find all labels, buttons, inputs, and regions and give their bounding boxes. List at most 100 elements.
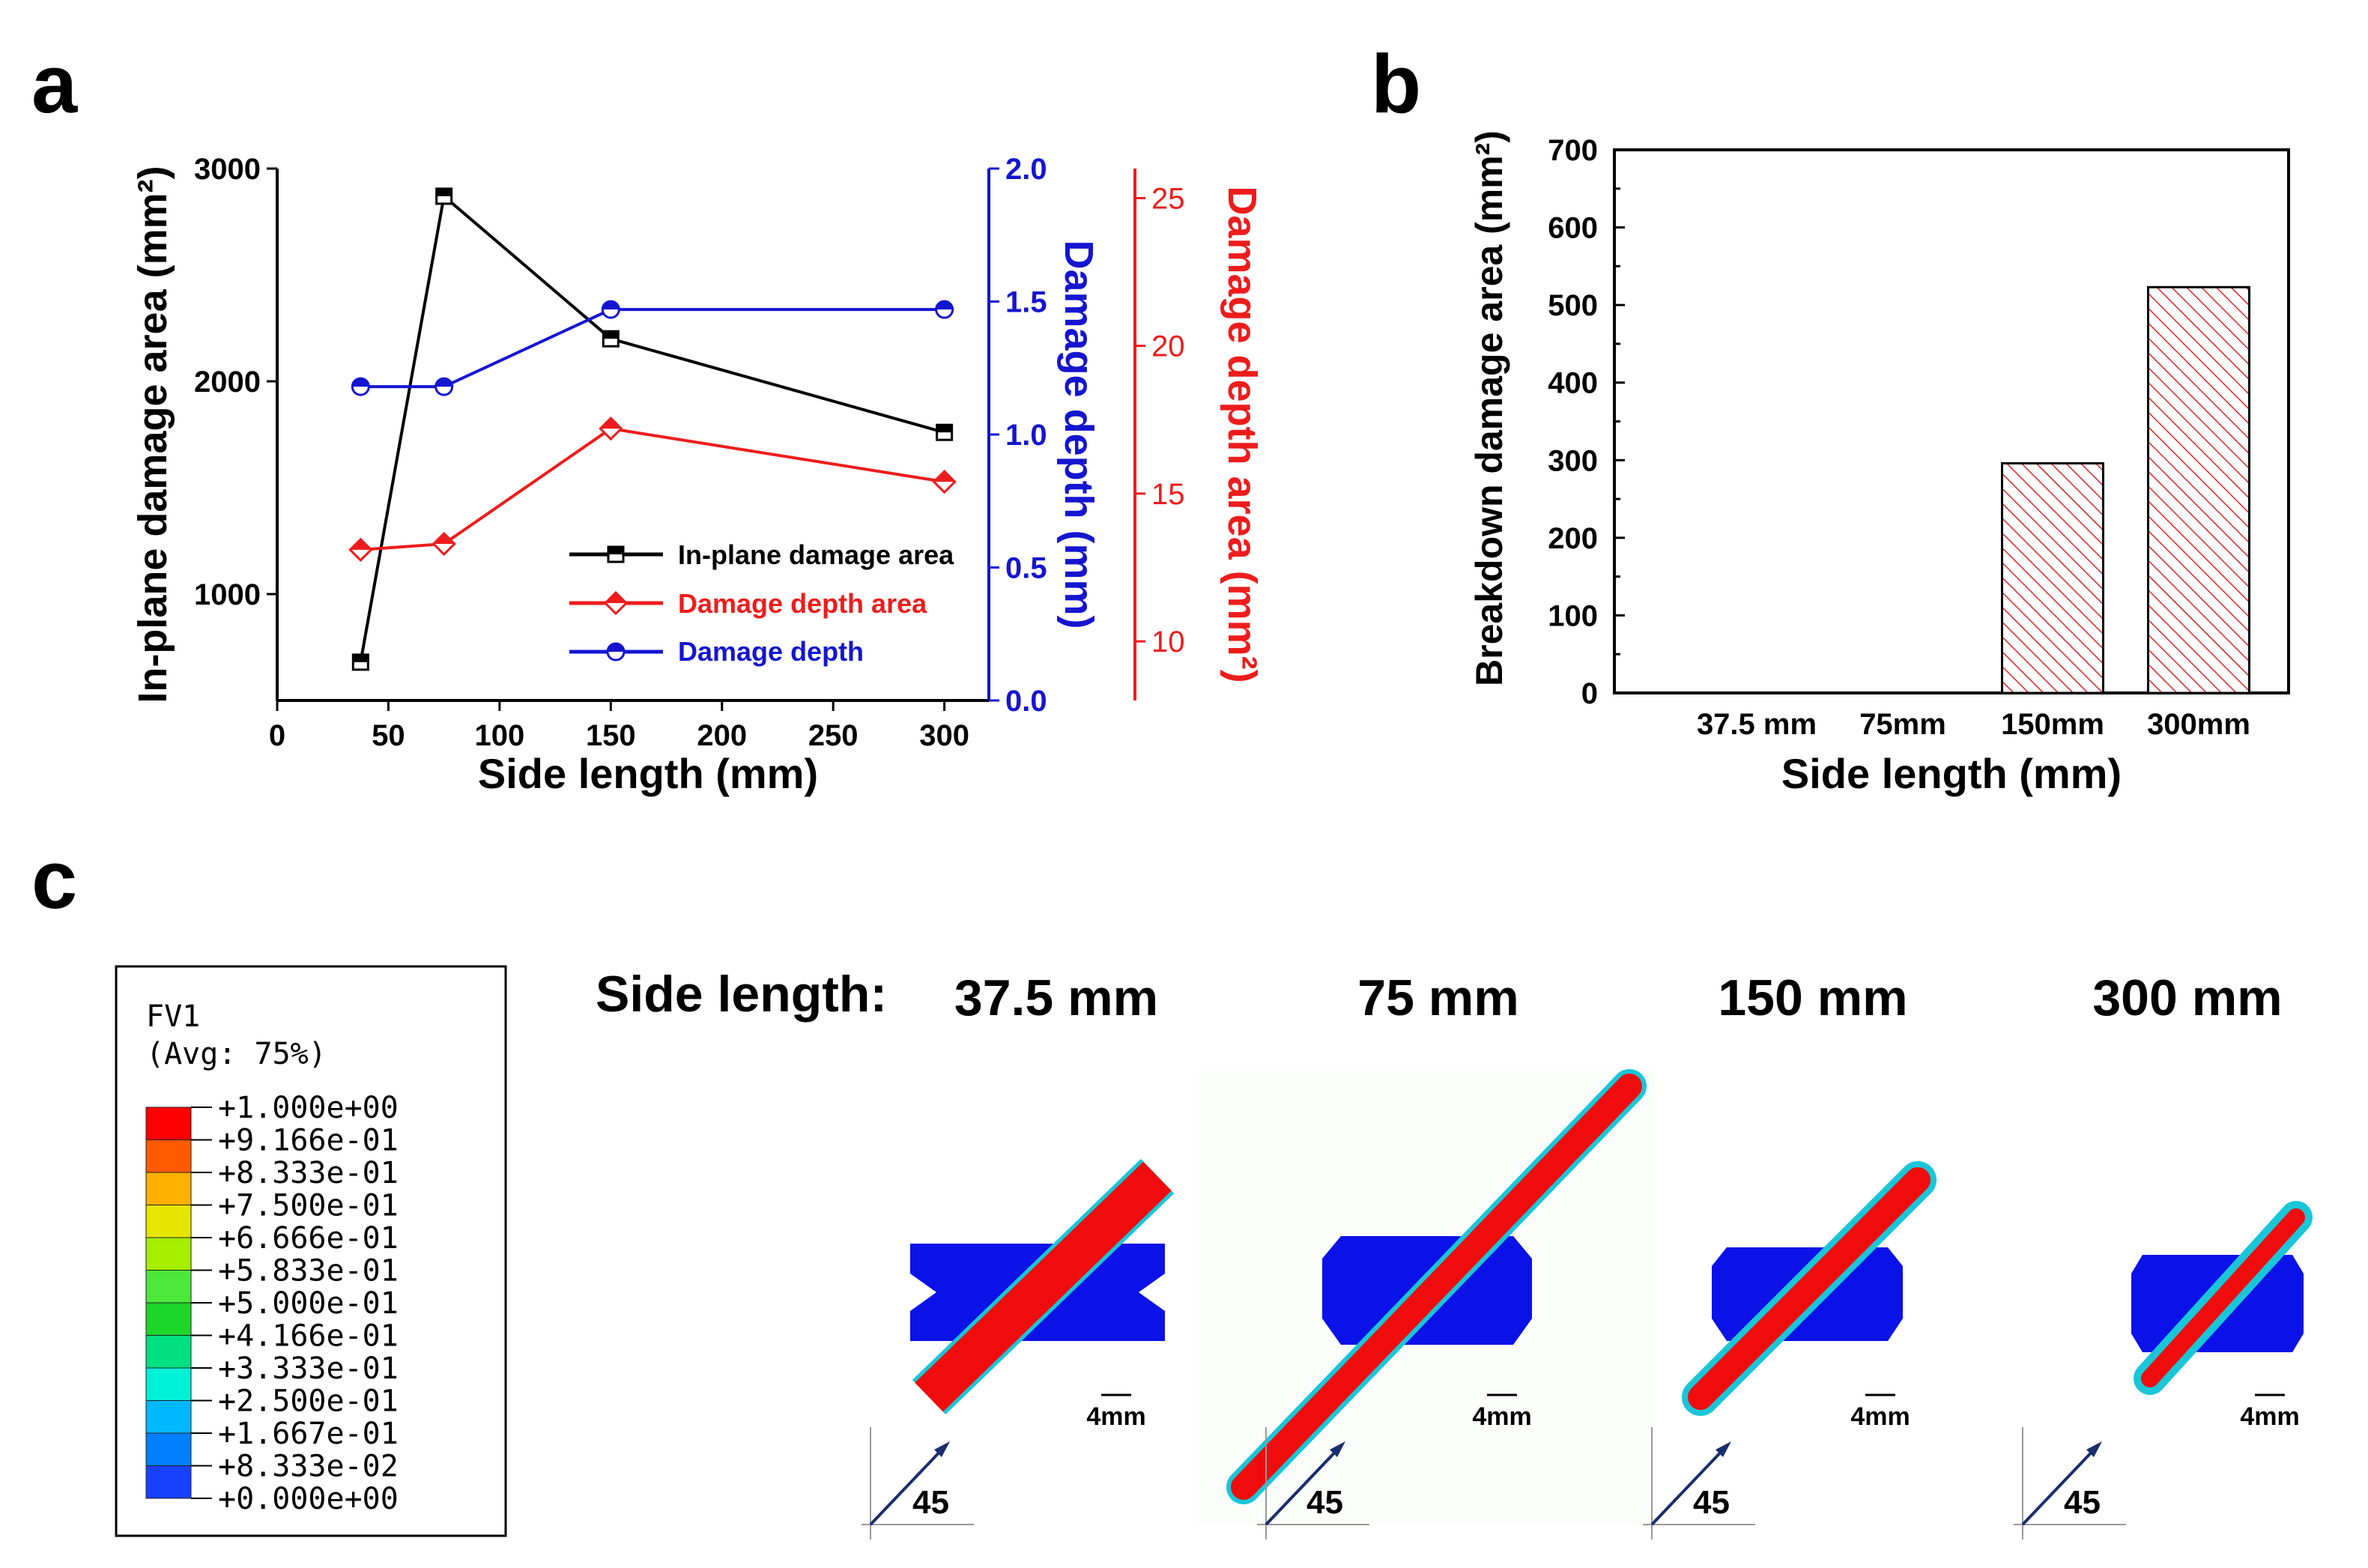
a-yr2-tick-label-2: 20: [1151, 330, 1185, 363]
a-yr2-tick-label-3: 25: [1151, 182, 1185, 215]
b-y-tick-label-3: 300: [1548, 444, 1598, 477]
a-x-ticks: 0 50 100 150 200 250 300: [269, 700, 969, 752]
c-legend-swatch-1: [145, 1139, 192, 1173]
panel-label-b: b: [1371, 38, 1421, 130]
a-point-depth-1-fill: [435, 378, 452, 387]
c-legend-swatch-5: [145, 1270, 192, 1304]
a-yr1-tick-label-0: 0.0: [1005, 685, 1047, 718]
a-yl-tick-label-1: 2000: [194, 366, 261, 399]
b-y-tick-label-7: 700: [1548, 134, 1598, 167]
a-legend-marker-inplane-fill: [608, 547, 623, 554]
a-yl-tick-label-2: 3000: [194, 153, 261, 186]
panel-b: b 0 100 200 300 400 500 600 700 37.5 mm 75mm 150m…: [1371, 38, 2290, 797]
b-x-category-1: 75mm: [1859, 708, 1946, 741]
a-point-depth-2-fill: [602, 301, 620, 310]
a-x-tick-label-2: 100: [475, 719, 525, 752]
c-sample-4-band: [2141, 1208, 2305, 1387]
c-legend-level-12: +0.000e+00: [218, 1482, 399, 1516]
c-legend-level-1: +9.166e-01: [218, 1124, 399, 1158]
b-y-tick-label-0: 0: [1581, 677, 1598, 710]
c-legend-level-6: +5.000e-01: [218, 1286, 399, 1321]
c-legend-level-4: +6.666e-01: [218, 1221, 399, 1256]
a-y-right1-label: Damage depth (mm): [1056, 240, 1101, 629]
c-sample-image-3: 4mm 45: [1643, 1161, 1937, 1540]
a-point-inplane-0-fill: [353, 654, 369, 662]
panel-c: c FV1 (Avg: 75%) +1.000e+00+9.166e-01+8.…: [31, 834, 2313, 1540]
c-sample-4-angle-label: 45: [2064, 1484, 2101, 1521]
b-y-label: Breakdown damage area (mm²): [1468, 130, 1510, 686]
c-legend-level-0: +1.000e+00: [218, 1091, 399, 1125]
a-y-right2-label: Damage depth area (mm²): [1220, 186, 1265, 682]
b-x-categories: 37.5 mm 75mm 150mm 300mm: [1697, 708, 2250, 741]
a-x-tick-label-3: 150: [586, 719, 636, 752]
c-legend-swatch-6: [145, 1302, 192, 1336]
c-sample-1-arrowhead: [934, 1441, 950, 1457]
c-sample-image-2: 4mm 45: [1199, 1069, 1656, 1540]
a-point-depth-0-fill: [352, 378, 369, 387]
c-legend-swatch-4: [145, 1237, 192, 1271]
b-y-tick-label-4: 400: [1548, 367, 1598, 400]
c-sample-2-arrowhead: [1330, 1441, 1345, 1457]
c-legend-scale: +1.000e+00+9.166e-01+8.333e-01+7.500e-01…: [145, 1091, 399, 1516]
c-legend-swatch-3: [145, 1205, 192, 1238]
b-bar-2: [2001, 461, 2104, 694]
b-y-tick-label-6: 600: [1548, 212, 1598, 245]
c-sample-label-4: 300 mm: [2092, 969, 2282, 1026]
a-y-right1-ticks: 0.0 0.5 1.0 1.5 2.0: [989, 153, 1047, 718]
a-legend-label-depth: Damage depth: [678, 636, 864, 667]
c-sample-1-angle-label: 45: [912, 1484, 949, 1521]
b-y-tick-label-1: 100: [1548, 599, 1598, 632]
a-yl-tick-label-0: 1000: [194, 578, 261, 611]
b-x-category-0: 37.5 mm: [1697, 708, 1817, 741]
b-bars-group: [2001, 285, 2250, 694]
a-x-tick-label-0: 0: [269, 719, 285, 752]
a-x-tick-label-6: 300: [919, 719, 969, 752]
b-bar-3: [2147, 285, 2250, 694]
a-yr2-tick-label-0: 10: [1151, 626, 1185, 659]
c-sample-2-scale-label: 4mm: [1472, 1402, 1531, 1431]
c-legend-level-5: +5.833e-01: [218, 1254, 399, 1289]
panel-label-a: a: [31, 38, 78, 130]
c-sample-1-band: [915, 1161, 1172, 1412]
b-x-category-2: 150mm: [2001, 708, 2104, 741]
a-y-left-ticks: 1000 2000 3000: [194, 153, 277, 611]
c-legend-level-11: +8.333e-02: [218, 1450, 399, 1484]
b-x-label: Side length (mm): [1781, 750, 2122, 797]
a-point-inplane-3-fill: [936, 425, 952, 433]
c-sample-4-angle-arrow: [2021, 1444, 2099, 1526]
a-yr1-tick-label-3: 1.5: [1005, 286, 1047, 319]
c-sample-1-scale-label: 4mm: [1086, 1402, 1145, 1431]
a-point-depth-3-fill: [936, 301, 953, 310]
a-series-group: [348, 187, 957, 671]
a-yr1-tick-label-2: 1.0: [1005, 419, 1047, 452]
a-yr1-tick-label-1: 0.5: [1005, 552, 1047, 585]
c-sample-3-arrowhead: [1716, 1441, 1731, 1457]
c-legend-level-7: +4.166e-01: [218, 1319, 399, 1354]
b-y-ticks: 0 100 200 300 400 500 600 700: [1548, 134, 1625, 710]
a-x-label: Side length (mm): [478, 750, 818, 797]
a-legend-label-deptharea: Damage depth area: [678, 588, 927, 619]
c-sample-2-angle-label: 45: [1306, 1484, 1343, 1521]
a-yr1-tick-label-4: 2.0: [1005, 153, 1047, 186]
a-point-inplane-2-fill: [603, 331, 619, 339]
c-sample-image-1: 4mm 45: [861, 1158, 1175, 1540]
a-yr2-tick-label-1: 15: [1151, 478, 1185, 511]
c-sample-label-2: 75 mm: [1357, 969, 1518, 1026]
c-sample-image-4: 4mm 45: [2014, 1201, 2313, 1540]
c-legend-level-8: +3.333e-01: [218, 1351, 399, 1386]
c-sample-3-scale-label: 4mm: [1850, 1402, 1910, 1431]
c-legend-level-9: +2.500e-01: [218, 1384, 399, 1419]
c-sample-4-scale-label: 4mm: [2240, 1402, 2299, 1431]
c-legend-level-2: +8.333e-01: [218, 1156, 399, 1190]
b-x-category-3: 300mm: [2147, 708, 2250, 741]
c-sample-2-band: [1231, 1074, 1642, 1500]
a-x-tick-label-5: 250: [808, 719, 859, 752]
c-legend-level-10: +1.667e-01: [218, 1417, 399, 1451]
a-point-deptharea-3-fill: [933, 471, 955, 482]
b-y-tick-label-2: 200: [1548, 522, 1598, 555]
a-point-inplane-1-fill: [436, 188, 452, 196]
c-sample-2-angle-arrow: [1265, 1444, 1342, 1526]
c-legend-swatch-10: [145, 1432, 192, 1466]
a-x-tick-label-4: 200: [697, 719, 747, 752]
